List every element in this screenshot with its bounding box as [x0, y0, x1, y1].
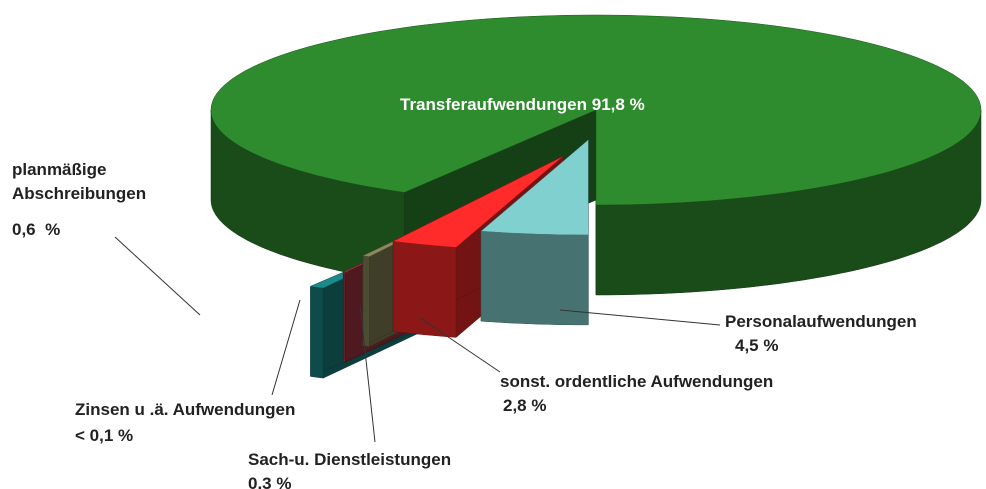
slice-label: planmäßige Abschreibungen 0,6 %: [12, 158, 192, 242]
leader-line: [359, 304, 376, 443]
leader-line: [114, 236, 201, 316]
slice-label: sonst. ordentliche Aufwendungen 2,8 %: [500, 370, 773, 418]
slice-top: [210, 14, 982, 206]
category-label: planmäßige Abschreibungen: [12, 160, 147, 203]
slice-top: [392, 155, 564, 248]
leader-line: [271, 299, 301, 396]
slice-label: Sach-u. Dienstleistungen 0,3 %: [248, 448, 451, 489]
category-label: Sach-u. Dienstleistungen: [248, 450, 452, 469]
slice-label: Transferaufwendungen 91,8 %: [400, 93, 645, 117]
category-label: Transferaufwendungen: [400, 95, 588, 114]
category-label: Personalaufwendungen: [725, 312, 917, 331]
slice-top: [480, 139, 589, 236]
value-label: 4,5 %: [735, 336, 779, 355]
slice-side: [310, 286, 324, 379]
leader-line: [559, 309, 721, 326]
value-label: 0,3 %: [248, 474, 292, 489]
slice-side: [342, 271, 346, 363]
category-label: Zinsen u .ä. Aufwendungen: [75, 400, 296, 419]
leader-line: [419, 317, 501, 373]
slice-side: [362, 255, 370, 347]
slice-side: [392, 241, 457, 338]
value-label: 0,6 %: [12, 220, 61, 239]
slice-label: Personalaufwendungen 4,5 %: [725, 310, 917, 358]
value-label: 91,8 %: [591, 95, 645, 114]
category-label: sonst. ordentliche Aufwendungen: [500, 372, 774, 391]
value-label: 2,8 %: [503, 396, 547, 415]
value-label: < 0,1 %: [75, 426, 134, 445]
slice-label: Zinsen u .ä. Aufwendungen < 0,1 %: [75, 398, 295, 448]
